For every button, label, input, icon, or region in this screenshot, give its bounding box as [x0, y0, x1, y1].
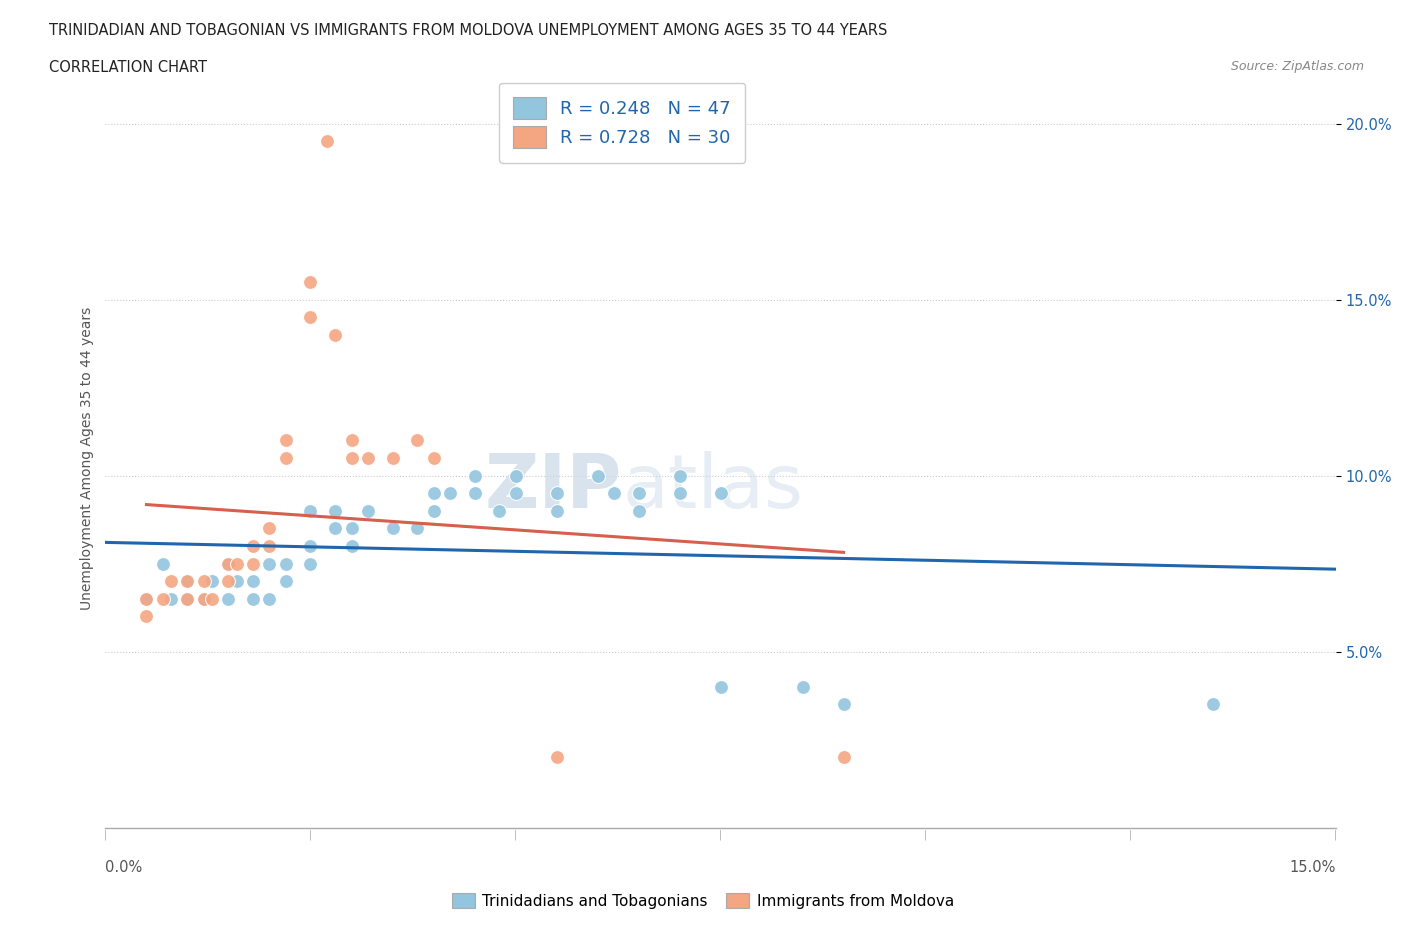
- Point: [464, 468, 486, 483]
- Point: [218, 591, 240, 606]
- Point: [832, 698, 855, 712]
- Text: ZIP: ZIP: [485, 451, 621, 525]
- Point: [406, 521, 429, 536]
- Point: [464, 485, 486, 500]
- Point: [299, 310, 322, 325]
- Point: [135, 591, 157, 606]
- Point: [259, 521, 281, 536]
- Text: atlas: atlas: [621, 451, 803, 525]
- Point: [340, 538, 363, 553]
- Point: [668, 468, 690, 483]
- Text: |: |: [924, 830, 927, 840]
- Text: |: |: [1129, 830, 1132, 840]
- Point: [274, 433, 297, 448]
- Text: |: |: [1334, 830, 1337, 840]
- Point: [316, 134, 339, 149]
- Text: CORRELATION CHART: CORRELATION CHART: [49, 60, 207, 75]
- Point: [340, 433, 363, 448]
- Point: [218, 556, 240, 571]
- Point: [176, 591, 198, 606]
- Point: [225, 556, 247, 571]
- Point: [274, 574, 297, 589]
- Point: [299, 556, 322, 571]
- Legend: Trinidadians and Tobagonians, Immigrants from Moldova: Trinidadians and Tobagonians, Immigrants…: [446, 886, 960, 915]
- Point: [357, 503, 380, 518]
- Point: [259, 591, 281, 606]
- Y-axis label: Unemployment Among Ages 35 to 44 years: Unemployment Among Ages 35 to 44 years: [80, 306, 94, 610]
- Point: [193, 574, 215, 589]
- Point: [323, 327, 346, 342]
- Point: [381, 521, 404, 536]
- Point: [422, 451, 444, 466]
- Text: TRINIDADIAN AND TOBAGONIAN VS IMMIGRANTS FROM MOLDOVA UNEMPLOYMENT AMONG AGES 35: TRINIDADIAN AND TOBAGONIAN VS IMMIGRANTS…: [49, 23, 887, 38]
- Point: [381, 451, 404, 466]
- Point: [323, 521, 346, 536]
- Point: [259, 556, 281, 571]
- Point: [505, 468, 527, 483]
- Point: [357, 451, 380, 466]
- Point: [193, 591, 215, 606]
- Point: [299, 538, 322, 553]
- Point: [176, 574, 198, 589]
- Point: [242, 574, 264, 589]
- Point: [406, 433, 429, 448]
- Point: [299, 274, 322, 289]
- Point: [160, 591, 183, 606]
- Point: [792, 680, 814, 695]
- Point: [218, 556, 240, 571]
- Point: [627, 503, 650, 518]
- Point: [242, 591, 264, 606]
- Point: [340, 521, 363, 536]
- Point: [218, 574, 240, 589]
- Point: [668, 485, 690, 500]
- Point: [603, 485, 626, 500]
- Text: 15.0%: 15.0%: [1289, 860, 1336, 875]
- Point: [439, 485, 461, 500]
- Point: [274, 451, 297, 466]
- Point: [135, 591, 157, 606]
- Text: |: |: [515, 830, 517, 840]
- Text: |: |: [104, 830, 107, 840]
- Text: |: |: [309, 830, 312, 840]
- Text: |: |: [718, 830, 723, 840]
- Point: [225, 574, 247, 589]
- Point: [160, 574, 183, 589]
- Point: [201, 574, 224, 589]
- Point: [627, 485, 650, 500]
- Point: [152, 556, 174, 571]
- Point: [193, 591, 215, 606]
- Point: [323, 503, 346, 518]
- Point: [176, 574, 198, 589]
- Point: [546, 750, 568, 764]
- Point: [299, 503, 322, 518]
- Point: [242, 556, 264, 571]
- Point: [422, 485, 444, 500]
- Point: [135, 609, 157, 624]
- Point: [546, 485, 568, 500]
- Point: [259, 538, 281, 553]
- Point: [176, 591, 198, 606]
- Point: [710, 680, 733, 695]
- Text: 0.0%: 0.0%: [105, 860, 142, 875]
- Point: [201, 591, 224, 606]
- Point: [505, 485, 527, 500]
- Point: [546, 503, 568, 518]
- Legend: R = 0.248   N = 47, R = 0.728   N = 30: R = 0.248 N = 47, R = 0.728 N = 30: [499, 83, 745, 163]
- Point: [488, 503, 510, 518]
- Point: [242, 538, 264, 553]
- Point: [832, 750, 855, 764]
- Point: [274, 556, 297, 571]
- Point: [340, 451, 363, 466]
- Point: [152, 591, 174, 606]
- Point: [586, 468, 609, 483]
- Point: [710, 485, 733, 500]
- Text: Source: ZipAtlas.com: Source: ZipAtlas.com: [1230, 60, 1364, 73]
- Point: [422, 503, 444, 518]
- Point: [1202, 698, 1225, 712]
